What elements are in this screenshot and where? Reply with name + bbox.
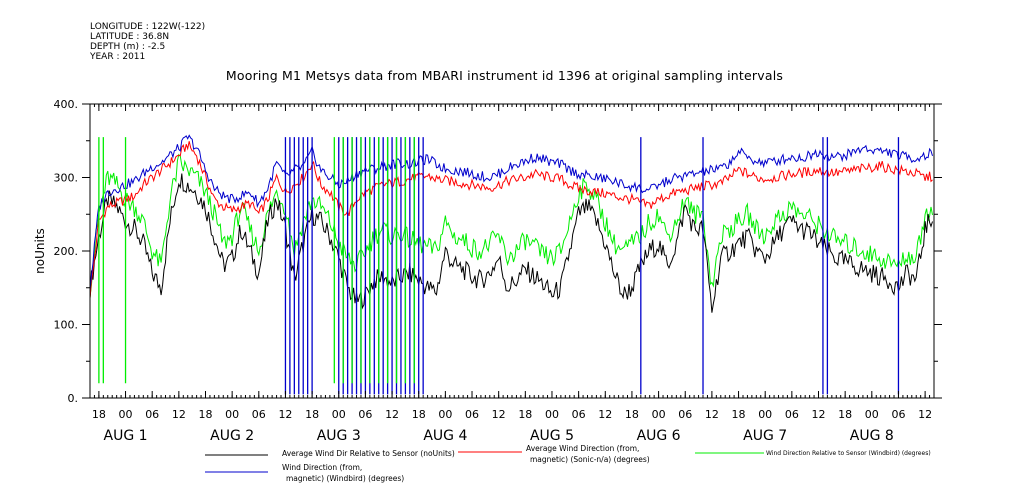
x-day-label: AUG 8 bbox=[850, 428, 894, 444]
meta-year: YEAR : 2011 bbox=[90, 52, 146, 62]
series-line-1 bbox=[89, 141, 933, 299]
x-hour-label: 00 bbox=[865, 408, 879, 421]
x-hour-label: 18 bbox=[838, 408, 852, 421]
x-day-label: AUG 6 bbox=[637, 428, 681, 444]
x-day-label: AUG 2 bbox=[210, 428, 254, 444]
x-hour-label: 18 bbox=[92, 408, 106, 421]
series-layer bbox=[89, 134, 933, 395]
x-day-label: AUG 1 bbox=[104, 428, 148, 444]
y-axis-label: noUnits bbox=[33, 228, 47, 274]
x-hour-label: 12 bbox=[705, 408, 719, 421]
x-hour-label: 00 bbox=[438, 408, 452, 421]
x-hour-label: 12 bbox=[812, 408, 826, 421]
x-day-label: AUG 3 bbox=[317, 428, 361, 444]
legend-label-0: Average Wind Dir Relative to Sensor (noU… bbox=[282, 449, 455, 458]
x-hour-label: 00 bbox=[545, 408, 559, 421]
y-tick-label: 100. bbox=[54, 319, 79, 332]
y-tick-label: 300. bbox=[54, 172, 79, 185]
x-hour-label: 06 bbox=[572, 408, 586, 421]
x-hour-label: 00 bbox=[332, 408, 346, 421]
y-tick-label: 400. bbox=[54, 98, 79, 111]
chart-title: Mooring M1 Metsys data from MBARI instru… bbox=[225, 68, 784, 83]
axis-layer: 0. 100. 200. 300. 400. noUnits 18 00 06 12 18 00 06 1… bbox=[33, 98, 942, 444]
legend-label-3: Wind Direction (from, bbox=[282, 463, 362, 472]
x-hour-label: 18 bbox=[305, 408, 319, 421]
x-hour-label: 00 bbox=[652, 408, 666, 421]
meta-longitude: LONGITUDE : 122W(-122) bbox=[90, 22, 206, 32]
meta-latitude: LATITUDE : 36.8N bbox=[90, 32, 170, 42]
x-hour-label: 06 bbox=[465, 408, 479, 421]
series-line-3 bbox=[89, 134, 933, 291]
legend: Average Wind Dir Relative to Sensor (noU… bbox=[205, 444, 931, 483]
x-hour-label: 18 bbox=[518, 408, 532, 421]
legend-label-1: Average Wind Direction (from, bbox=[526, 444, 639, 453]
x-hour-label: 12 bbox=[278, 408, 292, 421]
x-hour-label: 12 bbox=[598, 408, 612, 421]
x-hour-label: 18 bbox=[732, 408, 746, 421]
legend-label-1: magnetic) (Sonic-n/a) (degrees) bbox=[530, 455, 650, 464]
x-hour-label: 06 bbox=[252, 408, 266, 421]
series-line-0 bbox=[89, 173, 933, 313]
x-hour-label: 12 bbox=[492, 408, 506, 421]
y-tick-label: 200. bbox=[54, 245, 79, 258]
legend-label-3: magnetic) (Windbird) (degrees) bbox=[286, 474, 404, 483]
x-hour-label: 00 bbox=[758, 408, 772, 421]
x-hour-label: 12 bbox=[172, 408, 186, 421]
x-hour-label: 12 bbox=[918, 408, 932, 421]
x-hour-label: 12 bbox=[385, 408, 399, 421]
x-hour-label: 06 bbox=[891, 408, 905, 421]
meta-depth: DEPTH (m) : -2.5 bbox=[90, 42, 166, 52]
x-day-label: AUG 4 bbox=[423, 428, 467, 444]
x-hour-label: 06 bbox=[785, 408, 799, 421]
y-tick-label: 0. bbox=[68, 392, 79, 405]
plot-frame bbox=[89, 103, 935, 399]
x-hour-label: 18 bbox=[412, 408, 426, 421]
x-hour-label: 06 bbox=[358, 408, 372, 421]
x-hour-label: 18 bbox=[625, 408, 639, 421]
x-day-label: AUG 5 bbox=[530, 428, 574, 444]
series-line-2 bbox=[89, 153, 933, 298]
x-day-label: AUG 7 bbox=[743, 428, 787, 444]
x-hour-label: 00 bbox=[119, 408, 133, 421]
x-hour-label: 06 bbox=[145, 408, 159, 421]
legend-label-2: Wind Direction Relative to Sensor (Windb… bbox=[766, 450, 931, 457]
x-hour-label: 06 bbox=[678, 408, 692, 421]
x-hour-label: 18 bbox=[198, 408, 212, 421]
x-hour-label: 00 bbox=[225, 408, 239, 421]
